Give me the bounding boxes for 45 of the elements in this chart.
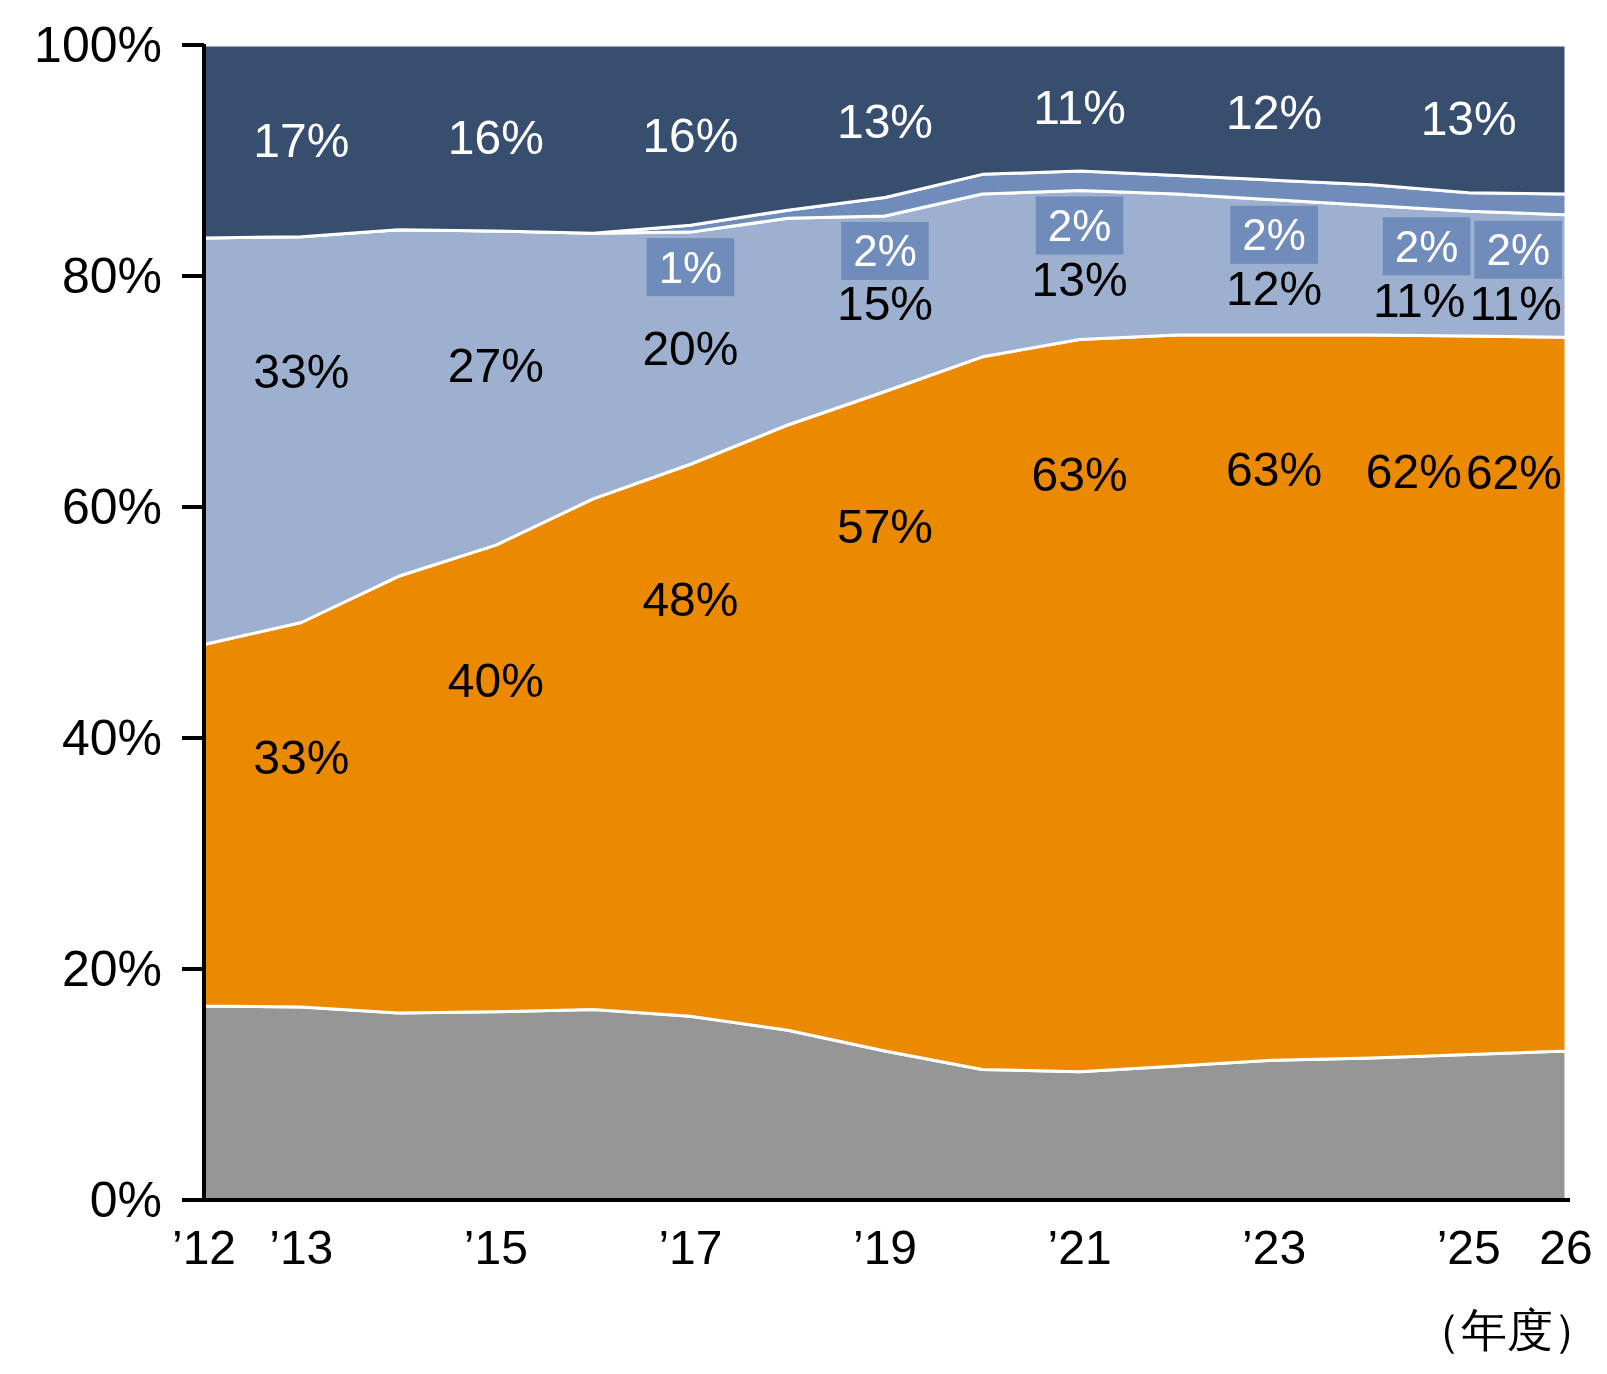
x-tick-label: ’17 (658, 1221, 723, 1274)
data-label: 27% (447, 339, 544, 393)
data-label: 11% (1372, 273, 1466, 327)
data-label: 57% (836, 500, 934, 553)
y-tick-label: 100% (34, 17, 162, 73)
data-label: 11% (1033, 81, 1126, 135)
x-tick-label: ’12 (171, 1221, 237, 1274)
x-tick-label: ’25 (1436, 1221, 1501, 1274)
x-tick-label: ’23 (1242, 1221, 1307, 1274)
data-label: 13% (1420, 92, 1517, 146)
data-label: 33% (253, 731, 350, 784)
data-label: 62% (1365, 444, 1462, 498)
data-label: 20% (642, 321, 739, 375)
data-label: 33% (253, 345, 350, 399)
data-label: 40% (447, 653, 544, 707)
data-label: 17% (253, 114, 350, 168)
data-label: 13% (1031, 252, 1128, 306)
data-label: 48% (642, 572, 739, 626)
x-tick-label: ’13 (269, 1221, 334, 1274)
data-label: 2% (1047, 201, 1112, 251)
data-label: 12% (1226, 261, 1323, 315)
x-tick-label: ’21 (1047, 1221, 1112, 1274)
x-tick-label: ’19 (852, 1221, 918, 1274)
x-axis-title: （年度） (1415, 1303, 1599, 1357)
data-label: 62% (1465, 445, 1562, 499)
data-label: 15% (836, 277, 934, 331)
data-label: 63% (1226, 443, 1323, 497)
data-label: 16% (642, 108, 739, 162)
data-label: 2% (853, 226, 917, 276)
data-label: 2% (1486, 225, 1550, 275)
data-label: 11% (1469, 277, 1562, 331)
data-label: 63% (1031, 448, 1128, 502)
data-label: 2% (1242, 210, 1306, 260)
y-tick-label: 60% (61, 479, 162, 535)
data-label: 13% (836, 94, 934, 148)
data-label: 12% (1226, 86, 1323, 140)
y-tick-label: 80% (61, 248, 162, 304)
x-tick-label: ’15 (463, 1221, 528, 1274)
data-label: 2% (1394, 221, 1459, 271)
data-label: 1% (658, 242, 723, 292)
data-label: 16% (447, 111, 544, 165)
y-tick-label: 0% (89, 1172, 162, 1228)
y-tick-label: 40% (61, 710, 162, 766)
x-tick-label: 26 (1539, 1221, 1593, 1274)
y-tick-label: 20% (61, 941, 162, 997)
